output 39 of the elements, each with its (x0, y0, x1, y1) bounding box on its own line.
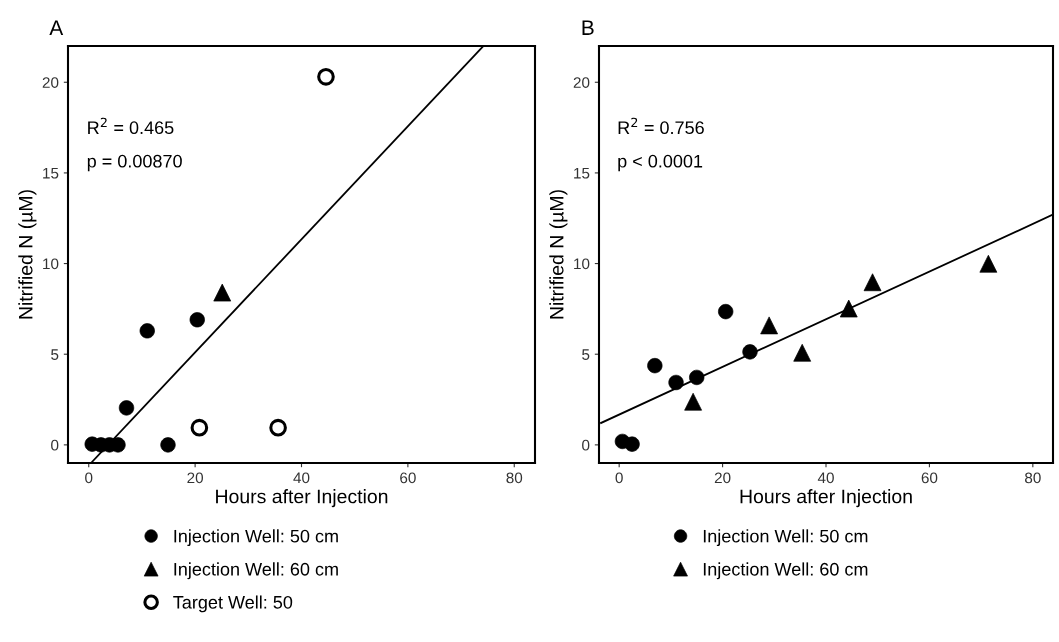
legend-label: Injection Well: 60 cm (174, 562, 338, 580)
y-tick-label: 10 (574, 258, 590, 270)
x-tick-label: 40 (817, 472, 834, 484)
y-axis-title: Nitrified N (µM) (18, 190, 37, 319)
chart-title: B (582, 20, 594, 35)
chart-title: A (49, 20, 64, 35)
legend-label: Target Well: 50 (173, 595, 293, 613)
x-tick-label: 60 (921, 472, 938, 484)
y-tick-label: 0 (51, 439, 59, 451)
x-tick-label: 0 (85, 472, 93, 484)
y-axis-title: Nitrified N (µM) (549, 190, 568, 319)
legend-label: Injection Well: 60 cm (703, 562, 868, 580)
annotation: p < 0.0001 (618, 154, 703, 172)
annotation: R$^{2}$ = 0.756 (618, 117, 704, 135)
y-tick-label: 5 (582, 349, 590, 360)
x-tick-label: 0 (615, 472, 623, 484)
point (647, 358, 663, 374)
x-axis-title: Hours after Injection (216, 489, 388, 508)
y-tick-label: 20 (42, 77, 59, 88)
x-tick-label: 60 (400, 472, 416, 484)
x-axis-title: Hours after Injection (740, 489, 912, 508)
x-tick-label: 20 (714, 472, 731, 484)
y-tick-label: 5 (51, 349, 59, 360)
point (317, 68, 335, 86)
point (269, 418, 287, 437)
y-tick-label: 15 (43, 167, 59, 179)
x-tick-label: 80 (1025, 472, 1041, 484)
y-tick-label: 20 (573, 77, 590, 88)
annotation: R$^{2}$ = 0.465 (88, 117, 174, 135)
annotation: p = 0.00870 (87, 154, 182, 172)
y-tick-label: 10 (43, 258, 59, 270)
y-tick-label: 15 (574, 167, 590, 179)
x-tick-label: 40 (293, 472, 310, 484)
y-tick-label: 0 (582, 439, 590, 451)
x-tick-label: 20 (187, 472, 204, 484)
legend-label: Injection Well: 50 cm (174, 529, 338, 547)
point (190, 418, 209, 437)
x-tick-label: 80 (506, 472, 523, 484)
legend-label: Injection Well: 50 cm (703, 529, 868, 547)
